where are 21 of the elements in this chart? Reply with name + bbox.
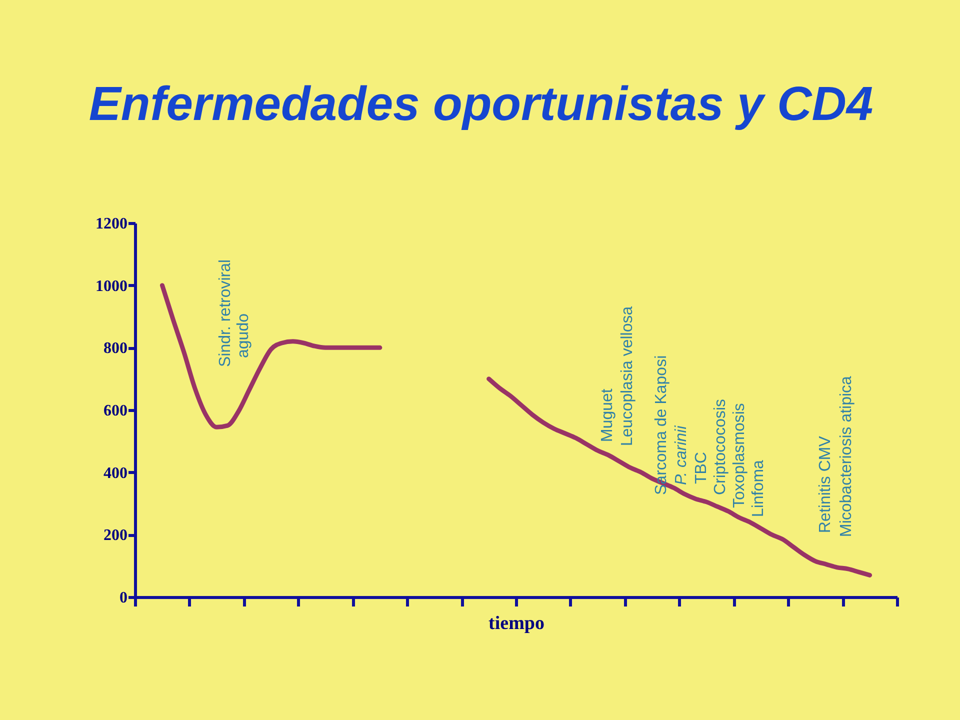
annotation: Sarcoma de Kaposi <box>653 355 670 495</box>
y-tick-label: 600 <box>104 402 128 420</box>
y-tick-label: 1200 <box>96 216 128 232</box>
annotation: Retinitis CMV <box>817 436 834 533</box>
annotation: Toxoplasmosis <box>731 403 748 508</box>
annotation: Muguet <box>599 388 616 442</box>
annotation: Criptococosis <box>712 398 729 495</box>
y-tick-label: 1000 <box>96 278 128 295</box>
annotation: Sindr. retroviral <box>217 259 234 367</box>
annotation: Leucoplasia vellosa <box>619 306 636 446</box>
annotation: TBC <box>693 452 710 484</box>
y-tick-label: 0 <box>120 590 128 606</box>
y-tick-label: 800 <box>104 340 128 358</box>
annotation: agudo <box>235 313 252 358</box>
y-tick-label: 400 <box>104 464 128 482</box>
annotation: P. carinii <box>673 425 690 485</box>
chart-title: Enfermedades oportunistas y CD4 <box>88 78 874 131</box>
annotation: Linfoma <box>750 460 767 517</box>
y-tick-label: 200 <box>104 527 128 544</box>
x-axis-title: tiempo <box>488 613 544 634</box>
annotation: Micobacteriosis atipica <box>838 376 855 537</box>
